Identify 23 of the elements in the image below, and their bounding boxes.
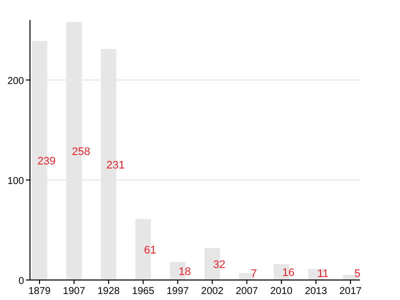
data-label: 239 [37, 156, 56, 168]
data-label: 258 [72, 146, 90, 158]
x-tick-label: 1879 [28, 286, 52, 297]
x-tick-label: 2017 [339, 286, 362, 297]
data-label: 7 [250, 268, 257, 280]
x-tick-label: 2002 [201, 286, 224, 297]
data-label: 231 [106, 160, 125, 172]
x-tick-label: 1965 [132, 286, 155, 297]
y-tick-label: 100 [7, 176, 24, 187]
data-label: 5 [354, 268, 361, 280]
x-tick-label: 2007 [236, 286, 258, 297]
data-label: 11 [317, 268, 329, 280]
data-label: 18 [178, 266, 191, 278]
y-tick-label: 200 [7, 76, 24, 87]
x-tick-label: 1997 [166, 286, 190, 297]
y-tick-label: 0 [18, 276, 24, 287]
x-tick-label: 2013 [304, 286, 328, 297]
data-label: 16 [282, 267, 295, 279]
data-label: 61 [144, 244, 156, 256]
x-tick-label: 1928 [97, 286, 120, 297]
x-tick-label: 2010 [270, 286, 293, 297]
x-tick-label: 1907 [62, 286, 86, 297]
data-label: 32 [213, 259, 226, 271]
